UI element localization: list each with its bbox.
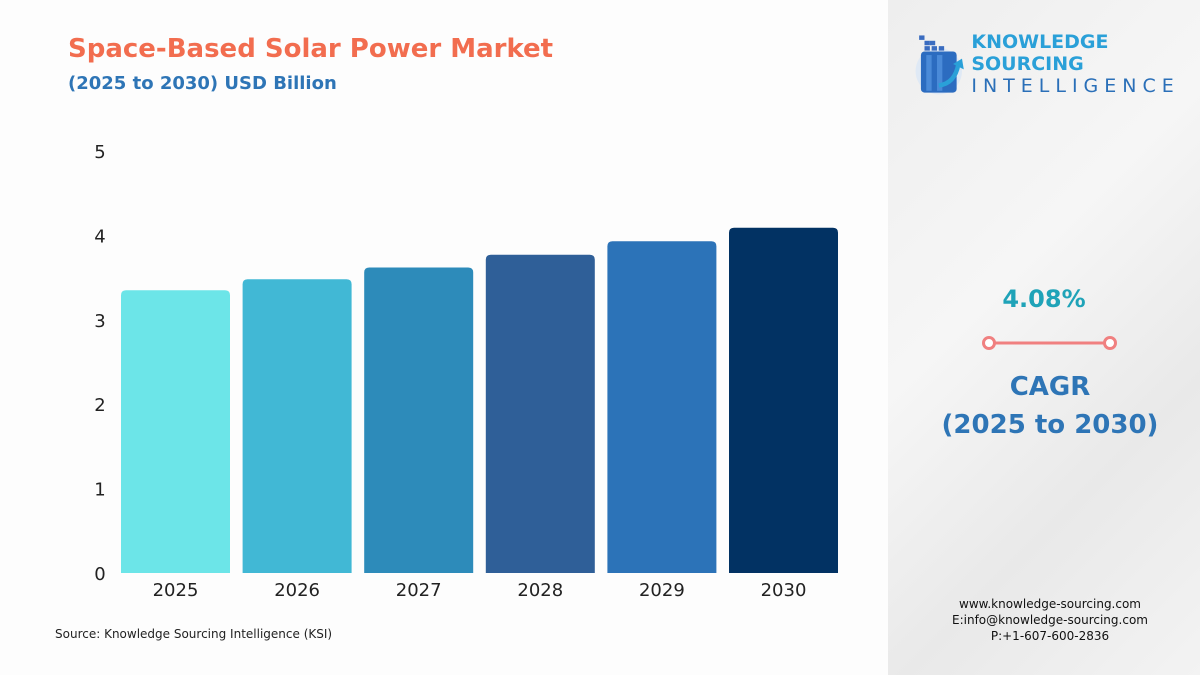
x-tick-label: 2030 bbox=[761, 580, 807, 601]
x-tick-label: 2027 bbox=[396, 580, 442, 601]
y-tick-label: 0 bbox=[94, 564, 105, 585]
bar-2025 bbox=[121, 290, 230, 573]
x-tick-label: 2028 bbox=[517, 580, 563, 601]
y-tick-label: 4 bbox=[94, 226, 105, 247]
x-tick-label: 2025 bbox=[153, 580, 199, 601]
logo-building-icon bbox=[915, 35, 964, 95]
cagr-value: 4.08% bbox=[1002, 285, 1086, 313]
bar-2028 bbox=[485, 254, 595, 573]
cagr-divider bbox=[982, 336, 1117, 350]
source-note: Source: Knowledge Sourcing Intelligence … bbox=[55, 627, 333, 641]
chart-subtitle: (2025 to 2030) USD Billion bbox=[68, 73, 337, 94]
bar-chart: 0 1 2 3 4 5 2025 2026 2027 2028 2029 2030 bbox=[94, 142, 838, 601]
bar-2029 bbox=[607, 241, 717, 574]
x-tick-label: 2029 bbox=[639, 580, 685, 601]
cagr-title: CAGR bbox=[1009, 372, 1091, 402]
y-tick-label: 3 bbox=[94, 311, 105, 332]
y-tick-label: 1 bbox=[94, 480, 105, 501]
y-tick-label: 2 bbox=[94, 395, 105, 416]
cagr-period: (2025 to 2030) bbox=[941, 410, 1159, 440]
bar-2027 bbox=[364, 267, 474, 573]
email-link[interactable]: E:info@knowledge-sourcing.com bbox=[952, 613, 1148, 627]
info-panel bbox=[888, 0, 1200, 675]
cagr-label: CAGR (2025 to 2030) bbox=[888, 368, 1200, 444]
ksi-logo: KNOWLEDGE SOURCING INTELLIGENCE bbox=[912, 28, 1200, 100]
phone-number: P:+1-607-600-2836 bbox=[990, 629, 1110, 643]
x-tick-label: 2026 bbox=[274, 580, 320, 601]
bar-2030 bbox=[729, 227, 838, 573]
chart-title: Space-Based Solar Power Market bbox=[68, 34, 554, 64]
contact-info: www.knowledge-sourcing.com E:info@knowle… bbox=[888, 596, 1200, 644]
y-tick-label: 5 bbox=[94, 142, 105, 163]
website-link[interactable]: www.knowledge-sourcing.com bbox=[959, 597, 1141, 611]
bar-2026 bbox=[242, 279, 352, 573]
logo-line1: KNOWLEDGE SOURCING bbox=[971, 31, 1109, 75]
logo-line2: INTELLIGENCE bbox=[971, 75, 1180, 97]
